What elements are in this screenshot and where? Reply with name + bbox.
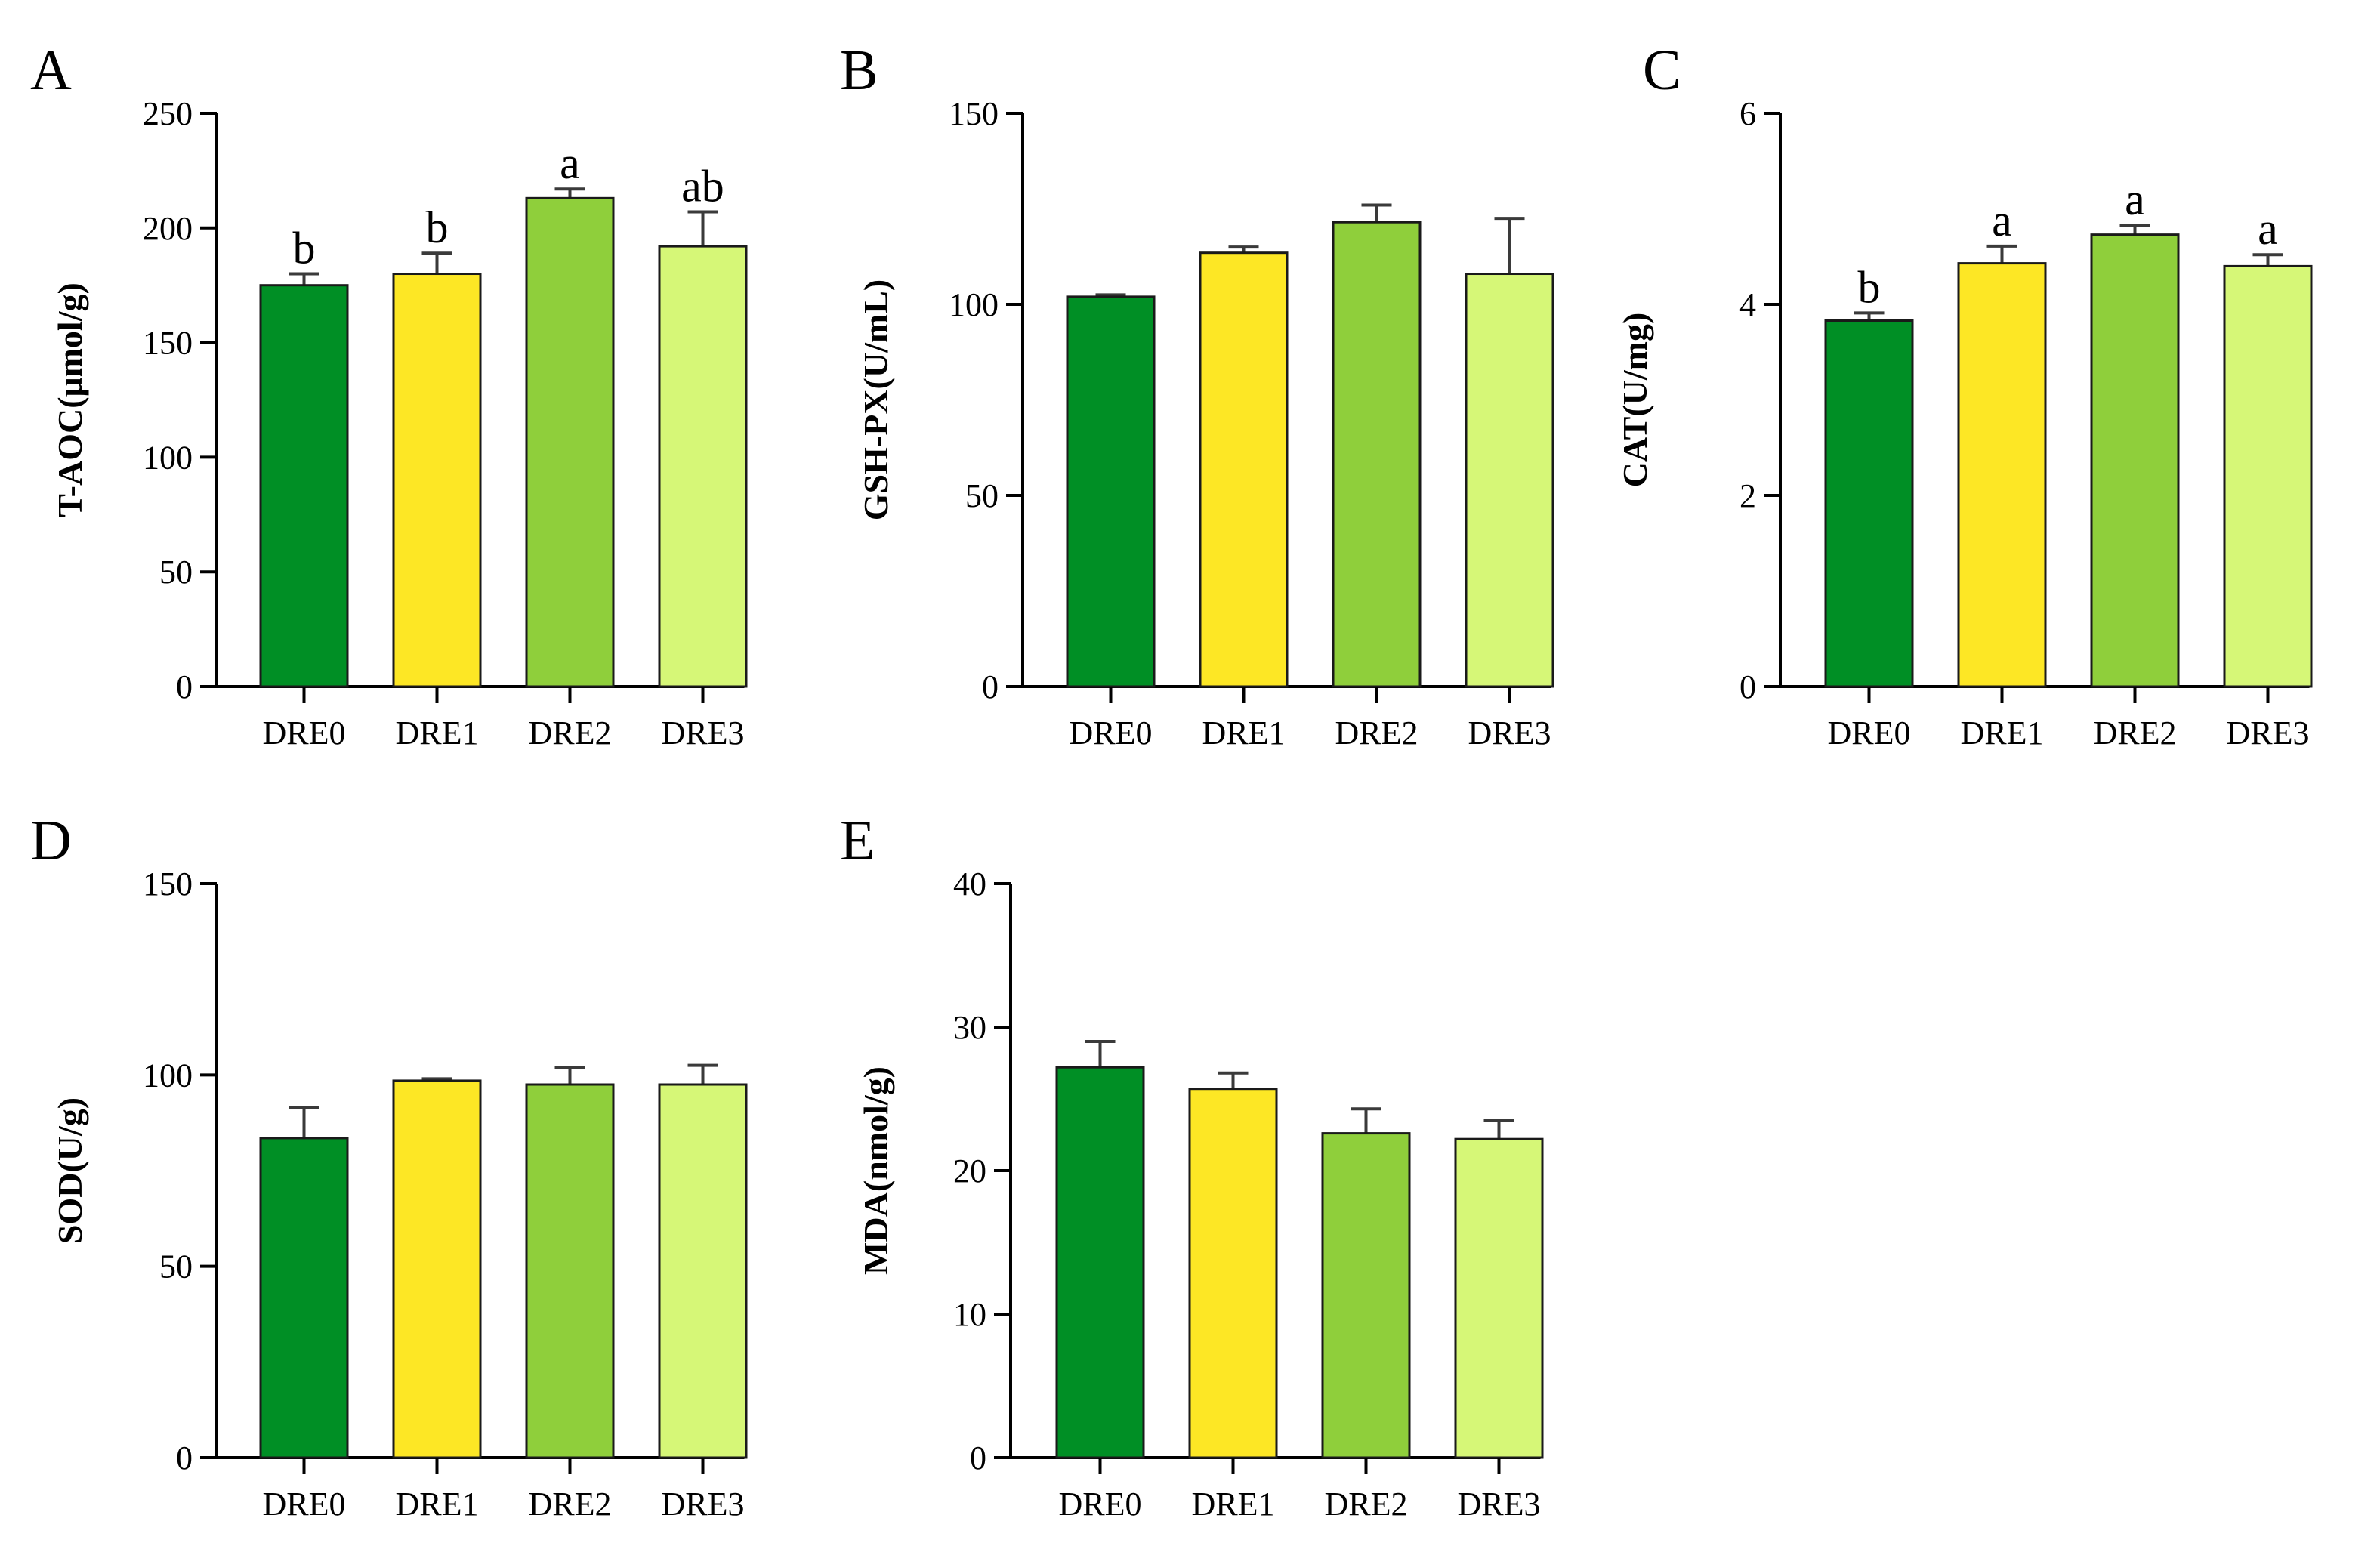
bar-dre2	[525, 196, 615, 688]
y-tick-label: 50	[159, 1248, 193, 1285]
x-tick-label: DRE2	[529, 1486, 612, 1523]
chart-panel-e: E 0 10 20 30 40 MDA(nmol/g) DRE0 DRE1 DRE2 DRE3	[840, 809, 1544, 1523]
x-tick-label: DRE1	[396, 1486, 479, 1523]
panel-letter: A	[30, 39, 72, 102]
bar-dre0	[1055, 1066, 1145, 1459]
y-tick-label: 0	[176, 668, 193, 705]
x-tick-label: DRE3	[1458, 1486, 1541, 1523]
x-tick-label: DRE2	[2094, 714, 2177, 751]
x-tick-label: DRE2	[1335, 714, 1418, 751]
x-tick-label: DRE1	[1961, 714, 2044, 751]
bar-dre1	[1188, 1088, 1278, 1459]
x-tick-label: DRE3	[662, 1486, 745, 1523]
bar-dre3	[1454, 1137, 1544, 1459]
y-tick-label: 50	[965, 477, 999, 514]
y-tick-label: 100	[949, 286, 999, 323]
x-tick-label: DRE2	[529, 714, 612, 751]
significance-label: a	[1992, 196, 2012, 245]
bar-dre3	[658, 245, 748, 688]
x-tick-label: DRE3	[1468, 714, 1551, 751]
y-tick-label: 100	[143, 439, 193, 476]
x-tick-label: DRE3	[662, 714, 745, 751]
y-tick-label: 40	[953, 866, 986, 903]
y-tick-label: 0	[1739, 668, 1756, 705]
chart-panel-d: D 0 50 100 150 SOD(U/g) DRE0 DRE1 DRE2 DRE3	[30, 809, 748, 1523]
y-tick-label: 100	[143, 1057, 193, 1094]
bar-dre2	[2090, 233, 2180, 688]
y-tick-label: 150	[143, 325, 193, 362]
significance-label: b	[293, 224, 316, 273]
significance-label: a	[560, 138, 580, 188]
y-tick-label: 50	[159, 554, 193, 591]
y-tick-label: 200	[143, 210, 193, 247]
chart-panel-b: B 0 50 100 150 GSH-PX(U/mL) DRE0 DRE1 DRE2 DRE3	[840, 39, 1554, 751]
bar-dre1	[392, 1079, 482, 1459]
x-tick-label: DRE3	[2227, 714, 2310, 751]
significance-label: ab	[681, 162, 724, 211]
y-tick-label: 0	[176, 1439, 193, 1476]
y-tick-label: 150	[949, 95, 999, 132]
bar-dre0	[259, 284, 349, 688]
significance-label: b	[1858, 262, 1881, 312]
x-tick-label: DRE0	[1059, 1486, 1142, 1523]
y-tick-label: 2	[1739, 477, 1756, 514]
y-tick-label: 10	[953, 1296, 986, 1333]
bar-dre3	[2223, 264, 2313, 688]
y-tick-label: 6	[1739, 95, 1756, 132]
x-tick-label: DRE0	[263, 1486, 346, 1523]
y-axis-label: GSH-PX(U/mL)	[857, 279, 895, 520]
bar-dre2	[1321, 1132, 1411, 1459]
x-tick-label: DRE0	[1828, 714, 1911, 751]
x-tick-label: DRE0	[1070, 714, 1153, 751]
bar-dre2	[525, 1083, 615, 1459]
y-tick-label: 0	[970, 1439, 986, 1476]
bar-dre0	[259, 1137, 349, 1459]
y-tick-label: 150	[143, 866, 193, 903]
x-tick-label: DRE1	[1202, 714, 1286, 751]
panel-letter: E	[840, 809, 875, 872]
bar-dre0	[1066, 295, 1156, 688]
y-axis-label: T-AOC(μmol/g)	[51, 282, 89, 517]
y-tick-label: 20	[953, 1152, 986, 1190]
y-axis-label: MDA(nmol/g)	[857, 1066, 895, 1275]
chart-panel-a: A 0 50 100 150 200 250 T-AOC(μmol/g) DRE0 b DRE1 b D…	[30, 39, 748, 751]
panel-letter: D	[30, 809, 72, 872]
significance-label: a	[2125, 174, 2145, 224]
y-tick-label: 0	[982, 668, 999, 705]
x-tick-label: DRE1	[396, 714, 479, 751]
x-tick-label: DRE1	[1192, 1486, 1275, 1523]
chart-panel-c: C 0 2 4 6 CAT(U/mg) DRE0 b DRE1 a DRE2 a DRE3 a	[1616, 39, 2313, 751]
panel-letter: C	[1643, 39, 1681, 102]
x-tick-label: DRE2	[1325, 1486, 1408, 1523]
significance-label: b	[426, 202, 449, 252]
y-tick-label: 4	[1739, 286, 1756, 323]
bar-dre3	[658, 1083, 748, 1459]
panel-letter: B	[840, 39, 878, 102]
x-tick-label: DRE0	[263, 714, 346, 751]
bar-dre2	[1332, 221, 1422, 688]
bar-dre1	[392, 273, 482, 688]
bar-dre3	[1465, 273, 1554, 688]
y-tick-label: 30	[953, 1009, 986, 1046]
bar-dre0	[1824, 319, 1914, 688]
y-tick-label: 250	[143, 95, 193, 132]
y-axis-label: CAT(U/mg)	[1616, 313, 1654, 488]
bar-dre1	[1199, 251, 1289, 688]
y-axis-label: SOD(U/g)	[51, 1097, 89, 1244]
bar-dre1	[1957, 262, 2047, 688]
significance-label: a	[2258, 204, 2278, 254]
